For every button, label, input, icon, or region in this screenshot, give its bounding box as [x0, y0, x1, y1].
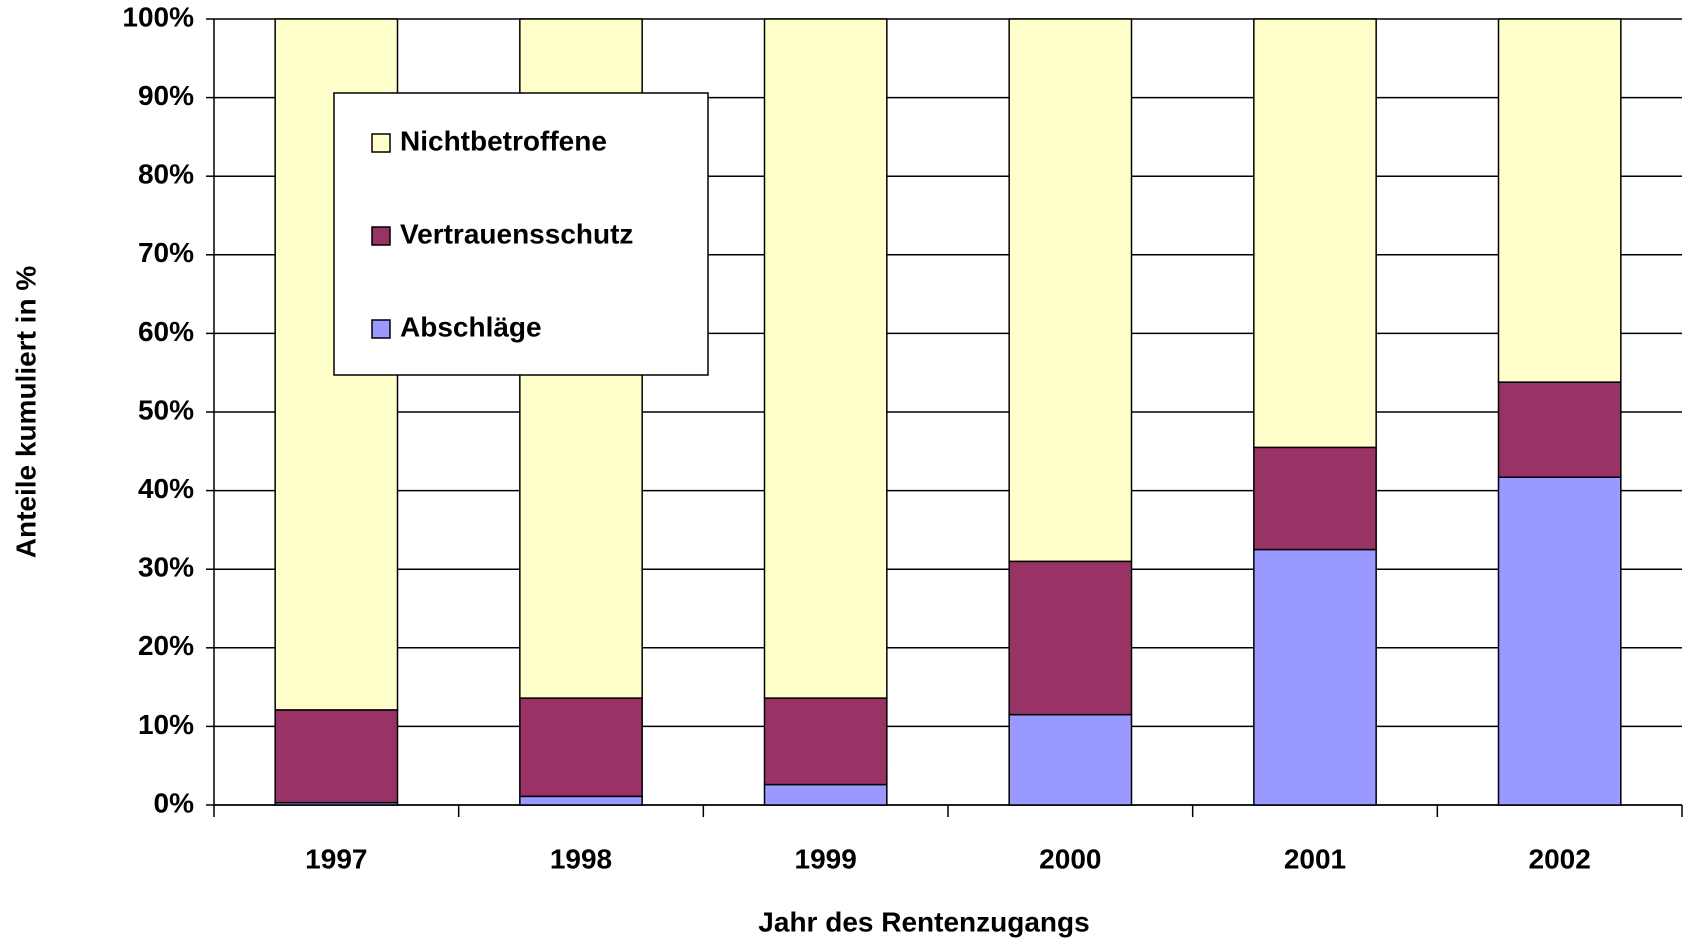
bar-segment: [1497, 476, 1622, 806]
bar-segment: [763, 697, 888, 786]
x-axis-title: Jahr des Rentenzugangs: [758, 906, 1089, 937]
bar-segment: [274, 709, 399, 804]
y-tick-label: 30%: [138, 552, 194, 583]
x-tick-label: 2000: [1039, 843, 1101, 874]
bar-segment: [1253, 548, 1377, 806]
bar-segment: [519, 697, 643, 798]
x-tick-label: 2001: [1284, 843, 1346, 874]
legend-label: Abschläge: [400, 311, 542, 342]
x-tick-label: 1999: [795, 843, 857, 874]
x-tick-label: 2002: [1529, 843, 1591, 874]
y-axis-title: Anteile kumuliert in %: [10, 266, 41, 559]
x-tick-label: 1997: [305, 843, 367, 874]
bar-segment: [1008, 560, 1133, 716]
bar-segment: [1253, 18, 1377, 449]
x-tick-label: 1998: [550, 843, 612, 874]
legend-swatch: [371, 226, 391, 246]
y-tick-label: 50%: [138, 394, 194, 425]
y-tick-label: 60%: [138, 316, 194, 347]
legend-swatch: [371, 319, 391, 339]
y-tick-label: 70%: [138, 237, 194, 268]
bar-segment: [519, 795, 643, 806]
y-tick-label: 0%: [154, 787, 195, 818]
bar-segment: [763, 783, 888, 806]
y-tick-label: 40%: [138, 473, 194, 504]
legend-swatch: [371, 133, 391, 153]
bar-segment: [1497, 381, 1622, 478]
legend-label: Vertrauensschutz: [400, 218, 633, 249]
bar-segment: [1008, 713, 1133, 806]
legend-label: Nichtbetroffene: [400, 125, 607, 156]
y-tick-label: 100%: [122, 1, 194, 32]
y-tick-label: 90%: [138, 80, 194, 111]
y-tick-label: 20%: [138, 630, 194, 661]
bar-segment: [1008, 18, 1133, 563]
bar-segment: [1253, 446, 1377, 551]
y-tick-label: 80%: [138, 159, 194, 190]
y-tick-label: 10%: [138, 709, 194, 740]
bar-segment: [763, 18, 888, 699]
legend-box: [333, 92, 709, 376]
bar-segment: [1497, 18, 1622, 383]
